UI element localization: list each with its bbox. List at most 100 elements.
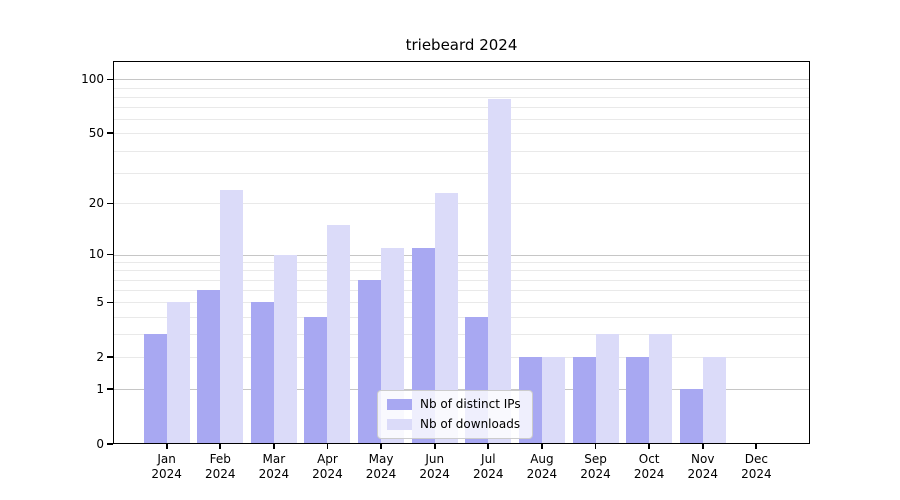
bar-nb-of-downloads-jul — [488, 98, 512, 444]
x-tick-label-year: 2024 — [312, 467, 343, 481]
gridline-minor-2 — [113, 357, 810, 359]
x-tick-mark-oct — [648, 444, 651, 449]
y-tick-label-5: 5 — [96, 294, 104, 309]
y-tick-mark-0 — [107, 443, 113, 445]
x-tick-mark-mar — [272, 444, 275, 449]
y-tick-mark-50 — [107, 132, 113, 135]
gridline-minor-5 — [113, 302, 810, 304]
plot-area: Nb of distinct IPs Nb of downloads — [113, 61, 810, 444]
y-tick-label-10: 10 — [88, 247, 104, 262]
x-tick-label-year: 2024 — [687, 467, 719, 481]
bar-nb-of-downloads-nov — [702, 357, 726, 444]
gridline-minor-9 — [113, 262, 810, 264]
bar-nb-of-distinct-ips-mar — [250, 302, 274, 444]
grid-layer — [113, 61, 810, 444]
y-tick-mark-2 — [107, 356, 113, 359]
gridline-minor-6 — [113, 290, 810, 292]
y-tick-label-1: 1 — [96, 381, 104, 396]
x-tick-label-nov: Nov 2024 — [671, 452, 735, 482]
legend-item-downloads: Nb of downloads — [387, 417, 521, 432]
gridline-minor-40 — [113, 150, 810, 152]
bar-nb-of-downloads-oct — [649, 334, 673, 444]
x-tick-label-month: Apr — [317, 452, 338, 466]
gridline-minor-8 — [113, 270, 810, 272]
x-tick-label-jul: Jul 2024 — [456, 452, 520, 482]
bar-nb-of-downloads-mar — [273, 254, 297, 444]
x-tick-label-month: May — [368, 452, 394, 466]
x-tick-label-month: Nov — [691, 452, 715, 466]
x-tick-label-feb: Feb 2024 — [188, 452, 252, 482]
bar-nb-of-downloads-apr — [327, 224, 351, 444]
x-tick-label-dec: Dec 2024 — [724, 452, 788, 482]
y-tick-label-0: 0 — [96, 436, 104, 451]
x-tick-mark-dec — [755, 444, 758, 449]
x-tick-label-mar: Mar 2024 — [242, 452, 306, 482]
x-tick-label-year: 2024 — [580, 467, 611, 481]
x-tick-label-month: Sep — [584, 452, 607, 466]
bar-nb-of-distinct-ips-sep — [572, 357, 596, 444]
x-tick-label-month: Jan — [157, 452, 176, 466]
legend: Nb of distinct IPs Nb of downloads — [377, 390, 533, 439]
x-tick-mark-aug — [541, 444, 543, 449]
bar-nb-of-downloads-aug — [541, 357, 565, 444]
x-tick-label-year: 2024 — [365, 467, 397, 481]
y-tick-label-100: 100 — [81, 71, 104, 86]
x-tick-label-year: 2024 — [741, 467, 772, 481]
gridline-major-10 — [113, 254, 810, 256]
bar-nb-of-downloads-jan — [166, 302, 190, 444]
gridline-minor-20 — [113, 203, 810, 205]
x-tick-label-year: 2024 — [151, 467, 182, 481]
gridline-minor-30 — [113, 172, 810, 174]
y-tick-mark-1 — [107, 388, 113, 391]
x-tick-label-month: Jun — [425, 452, 445, 466]
gridline-minor-7 — [113, 279, 810, 281]
x-tick-mark-may — [380, 444, 382, 449]
x-tick-label-month: Aug — [530, 452, 554, 466]
bar-nb-of-distinct-ips-feb — [197, 290, 221, 444]
x-tick-label-year: 2024 — [204, 467, 236, 481]
bar-nb-of-distinct-ips-oct — [626, 357, 650, 444]
x-tick-label-jan: Jan 2024 — [135, 452, 199, 482]
x-tick-label-oct: Oct 2024 — [617, 452, 681, 482]
gridline-minor-4 — [113, 316, 810, 318]
x-tick-label-year: 2024 — [473, 467, 504, 481]
x-tick-label-year: 2024 — [526, 467, 558, 481]
x-tick-mark-nov — [701, 444, 704, 449]
x-tick-label-aug: Aug 2024 — [510, 452, 574, 482]
gridline-minor-80 — [113, 96, 810, 98]
y-tick-label-2: 2 — [96, 349, 104, 364]
x-tick-label-month: Oct — [638, 452, 660, 466]
gridline-minor-70 — [113, 107, 810, 109]
x-tick-mark-jun — [433, 444, 436, 449]
x-tick-label-month: Jul — [481, 452, 496, 466]
gridline-minor-50 — [113, 133, 810, 135]
bar-nb-of-distinct-ips-apr — [304, 316, 328, 444]
x-tick-mark-apr — [326, 444, 329, 449]
x-tick-label-may: May 2024 — [349, 452, 413, 482]
gridline-major-1 — [113, 389, 810, 391]
y-tick-mark-100 — [107, 78, 113, 81]
gridline-minor-60 — [113, 119, 810, 121]
chart-title: triebeard 2024 — [405, 36, 518, 54]
x-tick-mark-sep — [594, 444, 597, 449]
x-tick-label-jun: Jun 2024 — [403, 452, 467, 482]
x-tick-mark-feb — [219, 444, 222, 449]
bar-nb-of-distinct-ips-may — [358, 279, 382, 444]
bar-nb-of-downloads-sep — [595, 334, 619, 444]
x-tick-label-year: 2024 — [633, 467, 665, 481]
gridline-minor-3 — [113, 334, 810, 336]
x-tick-mark-jan — [165, 444, 168, 449]
x-tick-mark-jul — [487, 444, 490, 449]
x-tick-label-month: Dec — [744, 452, 768, 466]
legend-item-distinct-ips: Nb of distinct IPs — [387, 397, 521, 412]
bar-nb-of-downloads-jun — [434, 192, 458, 444]
y-tick-mark-5 — [107, 301, 113, 304]
x-tick-label-year: 2024 — [419, 467, 450, 481]
x-tick-label-year: 2024 — [258, 467, 290, 481]
y-tick-mark-20 — [107, 202, 113, 205]
gridline-major-100 — [113, 79, 810, 81]
legend-swatch-downloads — [387, 419, 412, 430]
legend-label-distinct-ips: Nb of distinct IPs — [420, 397, 521, 411]
